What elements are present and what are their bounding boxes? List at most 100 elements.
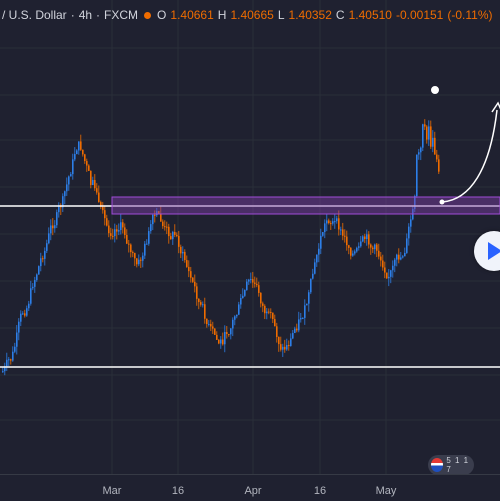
candles xyxy=(2,119,440,376)
candle-body xyxy=(44,250,46,259)
candle-body xyxy=(438,159,440,172)
candle-body xyxy=(372,247,374,250)
chart-area[interactable]: / U.S. Dollar · 4h · FXCM O 1.40661 H 1.40… xyxy=(0,0,500,475)
play-icon xyxy=(488,242,500,260)
candle-body xyxy=(18,321,20,333)
change-percent: (-0.11%) xyxy=(447,8,493,22)
candle-body xyxy=(40,258,42,267)
candle-body xyxy=(284,346,286,350)
candle-body xyxy=(260,292,262,304)
candle-body xyxy=(142,255,144,261)
change-value: -0.00151 xyxy=(395,8,444,22)
x-tick-label: Mar xyxy=(102,485,122,497)
candle-body xyxy=(124,227,126,235)
candle-body xyxy=(222,339,224,345)
x-tick-label: 16 xyxy=(313,485,327,497)
candle-body xyxy=(2,371,4,373)
symbol-name[interactable]: / U.S. Dollar xyxy=(2,8,67,22)
candle-body xyxy=(250,279,252,281)
candle-body xyxy=(146,243,148,245)
replay-play-button[interactable] xyxy=(474,231,500,271)
candle-body xyxy=(390,270,392,277)
candle-body xyxy=(278,336,280,345)
candle-body xyxy=(174,231,176,235)
candle-body xyxy=(338,218,340,230)
projection-arrow xyxy=(441,109,498,203)
candle-body xyxy=(58,205,60,213)
candle-body xyxy=(172,231,174,240)
candle-body xyxy=(276,326,278,337)
price-chart[interactable] xyxy=(0,0,500,474)
candle-body xyxy=(436,154,438,160)
candle-body xyxy=(36,274,38,281)
candle-body xyxy=(254,282,256,284)
candle-body xyxy=(416,154,418,197)
candle-body xyxy=(328,220,330,224)
candle-body xyxy=(386,272,388,279)
time-axis[interactable]: Mar 16 Apr 16 May xyxy=(0,474,500,501)
candle-body xyxy=(86,161,88,166)
candle-body xyxy=(252,279,254,283)
candle-body xyxy=(128,243,130,245)
data-source: FXCM xyxy=(104,8,139,22)
candle-body xyxy=(354,251,356,254)
candle-body xyxy=(230,328,232,335)
candle-body xyxy=(326,220,328,224)
candle-body xyxy=(264,305,266,314)
candle-body xyxy=(158,211,160,214)
candle-body xyxy=(182,251,184,254)
candle-body xyxy=(102,206,104,211)
candle-body xyxy=(336,218,338,222)
candle-body xyxy=(262,303,264,306)
candle-body xyxy=(348,245,350,248)
candle-body xyxy=(220,339,222,344)
status-dot-icon xyxy=(144,11,152,19)
candle-body xyxy=(106,218,108,226)
candle-body xyxy=(258,285,260,293)
candle-body xyxy=(418,152,420,155)
candle-body xyxy=(112,235,114,237)
candle-body xyxy=(136,258,138,265)
candle-body xyxy=(188,266,190,272)
candle-body xyxy=(38,266,40,275)
candle-body xyxy=(422,124,424,148)
candle-body xyxy=(32,286,34,289)
candle-body xyxy=(208,323,210,325)
candle-body xyxy=(28,303,30,309)
candle-body xyxy=(368,234,370,245)
candle-body xyxy=(14,346,16,352)
candle-body xyxy=(296,328,298,331)
candle-body xyxy=(384,267,386,273)
candle-body xyxy=(34,280,36,287)
candle-body xyxy=(200,302,202,305)
candle-body xyxy=(198,298,200,303)
candle-body xyxy=(408,226,410,239)
candle-body xyxy=(16,332,18,347)
candle-body xyxy=(8,359,10,361)
candle-body xyxy=(366,234,368,240)
candle-body xyxy=(392,265,394,271)
candle-body xyxy=(152,214,154,225)
candle-body xyxy=(238,304,240,315)
candle-body xyxy=(266,311,268,314)
candle-body xyxy=(76,150,78,155)
candle-body xyxy=(212,326,214,329)
candle-body xyxy=(224,332,226,345)
candle-body xyxy=(288,345,290,347)
candle-body xyxy=(56,212,58,226)
candle-body xyxy=(192,277,194,282)
candle-body xyxy=(308,292,310,304)
candle-body xyxy=(340,229,342,231)
candle-body xyxy=(294,328,296,334)
clock-icon[interactable] xyxy=(430,85,440,95)
timeframe[interactable]: 4h xyxy=(78,8,93,22)
candle-body xyxy=(274,319,276,327)
candle-body xyxy=(82,149,84,155)
candle-body xyxy=(12,351,14,361)
drawings[interactable] xyxy=(0,101,500,368)
session-badge[interactable]: 5 1 1 7 xyxy=(428,455,474,475)
candle-body xyxy=(282,346,284,350)
candle-body xyxy=(414,196,416,209)
candle-body xyxy=(292,333,294,339)
candle-body xyxy=(396,254,398,260)
